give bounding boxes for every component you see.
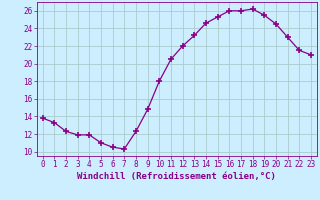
X-axis label: Windchill (Refroidissement éolien,°C): Windchill (Refroidissement éolien,°C)	[77, 172, 276, 181]
